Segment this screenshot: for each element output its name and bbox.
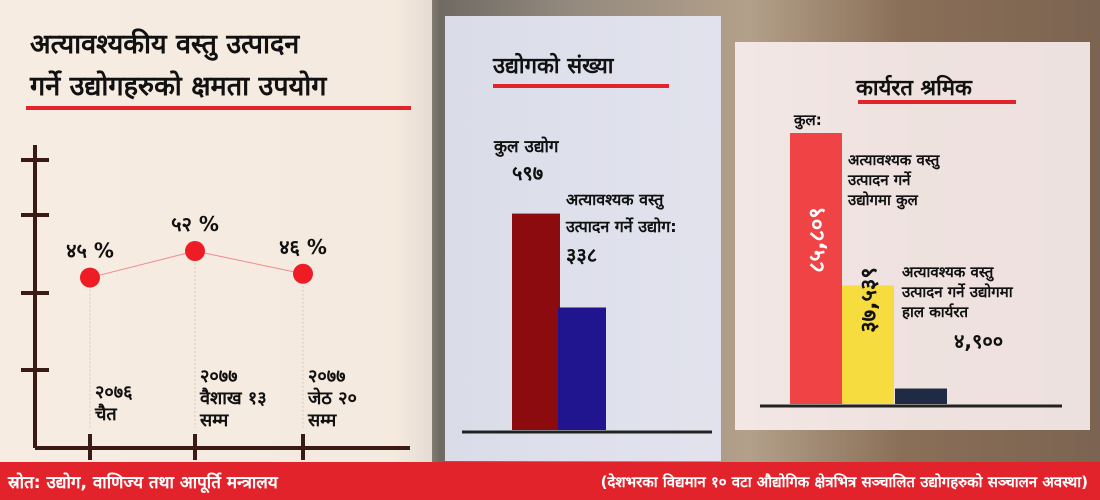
x-tick-label: २०७७ <box>308 366 345 387</box>
workers-title: कार्यरत श्रमिक <box>856 76 972 101</box>
data-label: ५९७ <box>512 161 543 185</box>
x-tick-label: २०७७ <box>200 366 237 387</box>
category-label: उद्योगमा कुल <box>847 191 919 210</box>
x-tick-label: वैशाख १३ <box>199 387 267 409</box>
category-label: उत्पादन गर्ने उद्योगमा <box>901 283 1014 301</box>
data-point <box>293 263 313 284</box>
category-label: अत्यावश्यक वस्तु <box>848 151 941 170</box>
x-tick-label: सम्म <box>199 410 230 431</box>
industry-count-title-underline <box>493 84 669 88</box>
data-label: ४५ % <box>66 239 114 263</box>
bar <box>842 285 894 404</box>
category-label: कुल: <box>793 111 822 130</box>
workers-title-underline <box>858 100 1016 104</box>
category-label: हाल कार्यरत <box>901 303 969 321</box>
bar <box>790 133 842 404</box>
capacity-title-line1: अत्यावश्यकीय वस्तु उत्पादन <box>30 29 300 60</box>
footer-source: स्रोत: उद्योग, वाणिज्य तथा आपूर्ति मन्त्… <box>8 473 278 493</box>
category-label: उत्पादन गर्ने उद्योग: <box>565 217 677 236</box>
data-label: ३३८ <box>566 243 597 267</box>
data-label: ४,९०० <box>954 329 1003 353</box>
capacity-title-underline <box>26 106 411 110</box>
x-tick-label: चैत <box>94 403 117 425</box>
capacity-panel <box>0 0 432 462</box>
footer-bar: स्रोत: उद्योग, वाणिज्य तथा आपूर्ति मन्त्… <box>0 462 1100 500</box>
data-point <box>185 241 205 262</box>
data-label: ४६ % <box>279 235 327 259</box>
bar <box>512 213 560 430</box>
x-tick-label: जेठ २० <box>307 387 357 409</box>
bar <box>895 388 947 404</box>
data-label: ८५,८०९ <box>805 207 830 273</box>
x-tick-label: सम्म <box>307 410 338 431</box>
footer-note: (देशभरका विद्यमान १० वटा औद्योगिक क्षेत्… <box>600 473 1088 491</box>
bar <box>558 307 606 430</box>
x-tick-label: २०७६ <box>95 382 133 403</box>
data-label: ५२ % <box>171 212 219 236</box>
capacity-title-line2: गर्ने उद्योगहरुको क्षमता उपयोग <box>30 71 327 102</box>
industry-count-title: उद्योगको संख्या <box>493 54 614 79</box>
data-point <box>80 267 100 288</box>
category-label: उत्पादन गर्ने <box>847 171 913 189</box>
category-label: अत्यावश्यक वस्तु <box>566 190 664 210</box>
data-label: ३७,५३९ <box>857 267 882 333</box>
category-label: अत्यावश्यक वस्तु <box>902 263 995 282</box>
category-label: कुल उद्योग <box>493 136 560 157</box>
